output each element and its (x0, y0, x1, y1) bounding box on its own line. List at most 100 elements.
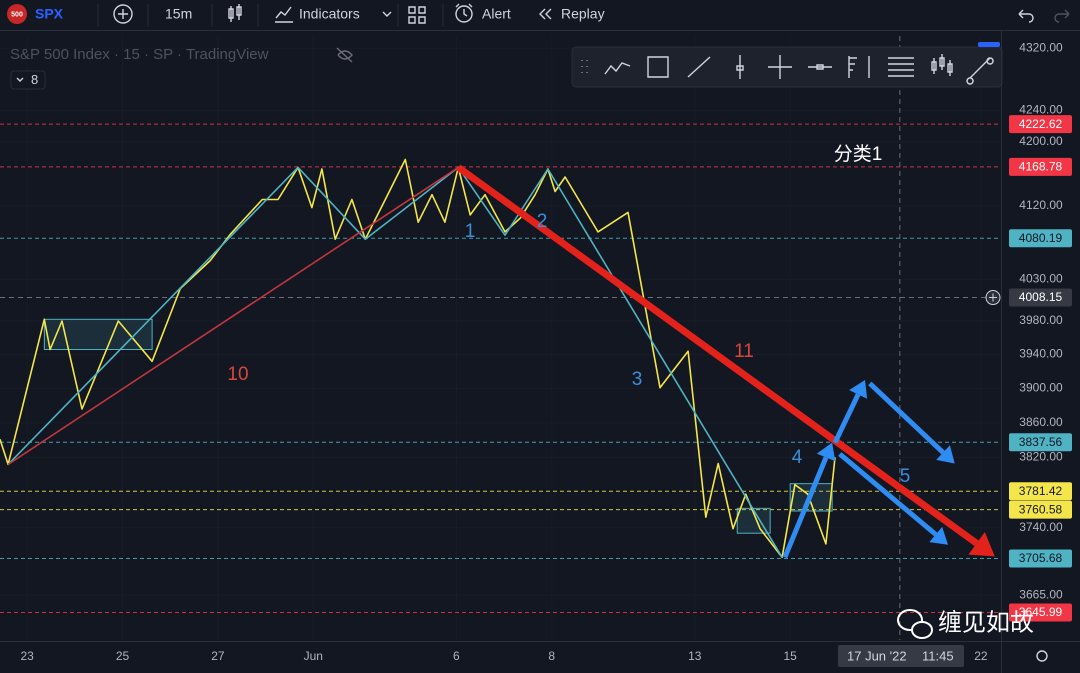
settings-button[interactable] (1036, 650, 1048, 662)
wechat-icon (911, 621, 933, 639)
alert-icon (455, 5, 473, 23)
indicators-button[interactable]: Indicators (299, 6, 360, 22)
tool-vertical[interactable] (736, 55, 744, 79)
logo-text: 500 (11, 11, 23, 18)
y-tick-label: 3665.00 (1019, 587, 1063, 601)
tool-lines[interactable] (888, 57, 914, 77)
y-tick-label: 3740.00 (1019, 520, 1063, 534)
x-tick-label: 13 (688, 649, 702, 663)
y-tick-label: 3940.00 (1019, 347, 1063, 361)
legend-title: S&P 500 Index · 15 · SP · TradingView (10, 46, 269, 63)
add-icon (118, 9, 128, 19)
add-symbol[interactable] (113, 4, 133, 24)
hide-icon[interactable] (336, 47, 353, 63)
price-badge-label: 3760.58 (1019, 502, 1063, 516)
x-tick-label: 23 (21, 649, 35, 663)
crosshair-price-badge (1009, 288, 1072, 307)
price-badge (1009, 482, 1072, 501)
y-tick-label: 3860.00 (1019, 415, 1063, 429)
layout-button[interactable] (408, 6, 426, 24)
x-tick-label: Jun (304, 649, 323, 663)
top-toolbar: 500 SPX 15m Indicators Alert Replay (0, 3, 1080, 31)
arrow-line (838, 452, 938, 537)
alert-button[interactable]: Alert (482, 6, 511, 22)
crosshair-date: 17 Jun '22 (847, 648, 907, 663)
crosshair-price-label: 4008.15 (1019, 290, 1063, 304)
price-badge-label: 4168.78 (1019, 159, 1063, 173)
price-badge-label: 3705.68 (1019, 551, 1063, 565)
y-tick-label: 4240.00 (1019, 103, 1063, 117)
y-tick-label: 3820.00 (1019, 450, 1063, 464)
drawing-toolbar (571, 42, 1003, 88)
replay-button[interactable]: Replay (561, 6, 605, 22)
price-badge-label: 3645.99 (1019, 605, 1063, 619)
tool-segment[interactable] (966, 57, 994, 85)
price-badge-label: 3837.56 (1019, 435, 1063, 449)
annotation: 1 (465, 221, 476, 242)
price-badge (1009, 433, 1072, 452)
tool-candles[interactable] (931, 54, 953, 76)
price-badge (1009, 549, 1072, 568)
watermark-text: 缠见如故 (938, 609, 1034, 636)
price-badge (1009, 500, 1072, 519)
crosshair-time: 11:45 (922, 648, 954, 663)
y-tick-label: 4120.00 (1019, 198, 1063, 212)
y-tick-label: 4320.00 (1019, 40, 1063, 54)
arrow-head (816, 442, 836, 462)
arrow-head (968, 531, 995, 557)
indicators-collapse[interactable] (10, 70, 46, 90)
series-line (0, 158, 836, 559)
price-badge-label: 4080.19 (1019, 231, 1063, 245)
legend: S&P 500 Index · 15 · SP · TradingView 8 (10, 46, 353, 90)
drag-handle[interactable] (581, 60, 588, 73)
add-icon (989, 293, 997, 302)
price-badge (1009, 157, 1072, 176)
annotation: 分类1 (834, 143, 883, 165)
x-tick-label: 6 (453, 649, 460, 663)
indicator-count: 8 (31, 72, 38, 87)
annotation: 3 (632, 369, 643, 390)
annotation: 4 (792, 447, 803, 468)
undo-button[interactable] (1018, 9, 1034, 23)
tool-horizontal[interactable] (808, 64, 832, 70)
price-badge (1009, 603, 1072, 622)
symbol[interactable]: SPX (35, 6, 64, 22)
y-tick-label: 3980.00 (1019, 313, 1063, 327)
dropdown[interactable] (382, 11, 392, 17)
interval[interactable]: 15m (165, 6, 192, 22)
x-tick-label: 25 (116, 649, 130, 663)
arrow-head (929, 526, 949, 545)
annotation: 11 (734, 341, 754, 362)
tool-path[interactable] (604, 62, 631, 75)
x-tick-label: 22 (974, 649, 988, 663)
y-tick-label: 4030.00 (1019, 272, 1063, 286)
crosshair-time-badge (838, 645, 964, 667)
indicators-icon (275, 6, 293, 23)
axes: 4320.00 4240.00 4200.00 4120.00 4030.00 3980.… (21, 40, 1072, 667)
redo-button[interactable] (1054, 9, 1070, 23)
series-line (7, 166, 459, 466)
tool-cross[interactable] (768, 55, 792, 79)
plot-area: 10 1 2 3 11 4 5 分类1 (0, 36, 1000, 640)
annotation: 5 (900, 466, 911, 487)
price-badge-label: 3781.42 (1019, 484, 1063, 498)
price-badge (1009, 229, 1072, 248)
arrow-head (936, 445, 955, 464)
wechat-icon (897, 609, 923, 631)
chart-type-button[interactable] (228, 4, 242, 22)
tool-rectangle[interactable] (647, 56, 669, 78)
y-tick-label: 4200.00 (1019, 134, 1063, 148)
alert-icon-hands (455, 3, 473, 17)
y-tick-label: 3900.00 (1019, 381, 1063, 395)
arrow-line (456, 164, 979, 547)
annotation: 2 (537, 211, 548, 232)
annotation: 10 (227, 364, 248, 385)
tool-fib[interactable] (848, 56, 870, 78)
tool-trendline[interactable] (687, 56, 711, 78)
price-badge (1009, 115, 1072, 134)
toolbar-tab[interactable] (978, 42, 1000, 47)
watermark: 缠见如故 (897, 609, 1034, 639)
logo-badge[interactable] (7, 4, 27, 24)
x-tick-label: 15 (783, 649, 797, 663)
